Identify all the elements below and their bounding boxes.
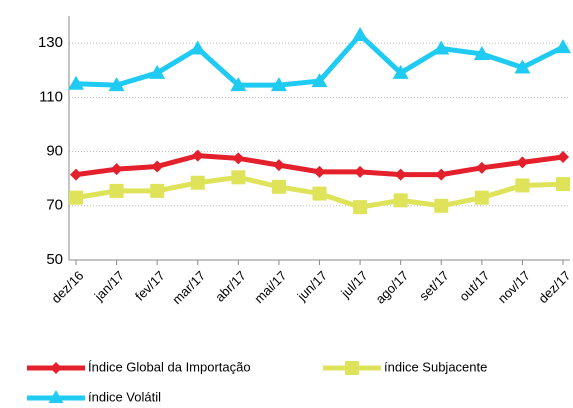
x-tick-label: out/17 <box>456 268 492 304</box>
marker <box>230 77 247 92</box>
marker <box>272 159 285 172</box>
marker <box>151 160 164 173</box>
marker <box>394 168 407 181</box>
marker <box>50 362 62 374</box>
marker <box>270 77 287 92</box>
x-tick-label: jan/17 <box>91 268 127 304</box>
marker <box>354 165 367 178</box>
x-tick-label: abr/17 <box>212 268 249 305</box>
x-tick-label: dez/16 <box>48 268 86 306</box>
marker <box>109 183 124 198</box>
marker <box>312 186 327 201</box>
legend-label: Índice Global da Importação <box>88 359 251 374</box>
marker <box>352 26 369 41</box>
marker <box>556 177 570 192</box>
marker <box>231 170 246 185</box>
marker <box>353 200 368 215</box>
marker <box>108 77 125 92</box>
marker <box>69 190 83 205</box>
marker <box>149 64 166 79</box>
y-tick-label: 110 <box>39 88 63 105</box>
marker <box>110 163 123 176</box>
y-tick-label: 70 <box>46 197 63 214</box>
marker <box>473 45 490 60</box>
x-tick-label: jun/17 <box>294 268 330 304</box>
marker <box>48 390 64 404</box>
marker <box>474 190 489 205</box>
x-tick-label: dez/17 <box>535 268 573 306</box>
legend-label: índice Subjacente <box>384 359 487 374</box>
marker <box>345 361 359 375</box>
marker <box>433 40 450 55</box>
marker <box>515 178 530 193</box>
x-tick-label: mai/17 <box>251 268 289 306</box>
marker <box>557 150 569 163</box>
x-tick-label: set/17 <box>416 268 452 304</box>
marker <box>514 59 531 74</box>
marker <box>271 179 286 194</box>
marker <box>70 168 82 181</box>
marker <box>190 175 205 190</box>
x-tick-label: mar/17 <box>169 268 208 307</box>
marker <box>393 193 408 208</box>
marker <box>68 75 84 90</box>
marker <box>435 168 448 181</box>
marker <box>392 64 409 79</box>
marker <box>150 183 165 198</box>
y-tick-label: 130 <box>38 34 63 51</box>
marker <box>434 198 449 213</box>
x-tick-label: jul/17 <box>337 268 370 301</box>
marker <box>516 156 529 169</box>
marker <box>232 152 245 165</box>
y-tick-label: 90 <box>46 143 63 160</box>
x-tick-label: fev/17 <box>132 268 168 304</box>
marker <box>311 73 328 88</box>
x-tick-label: ago/17 <box>372 268 411 307</box>
marker <box>189 40 206 55</box>
marker <box>313 165 326 178</box>
marker <box>555 39 571 54</box>
legend-label: índice Volátil <box>88 389 161 403</box>
marker <box>475 161 488 174</box>
y-tick-label: 50 <box>46 251 63 268</box>
x-tick-label: nov/17 <box>495 268 533 306</box>
marker <box>191 149 204 162</box>
